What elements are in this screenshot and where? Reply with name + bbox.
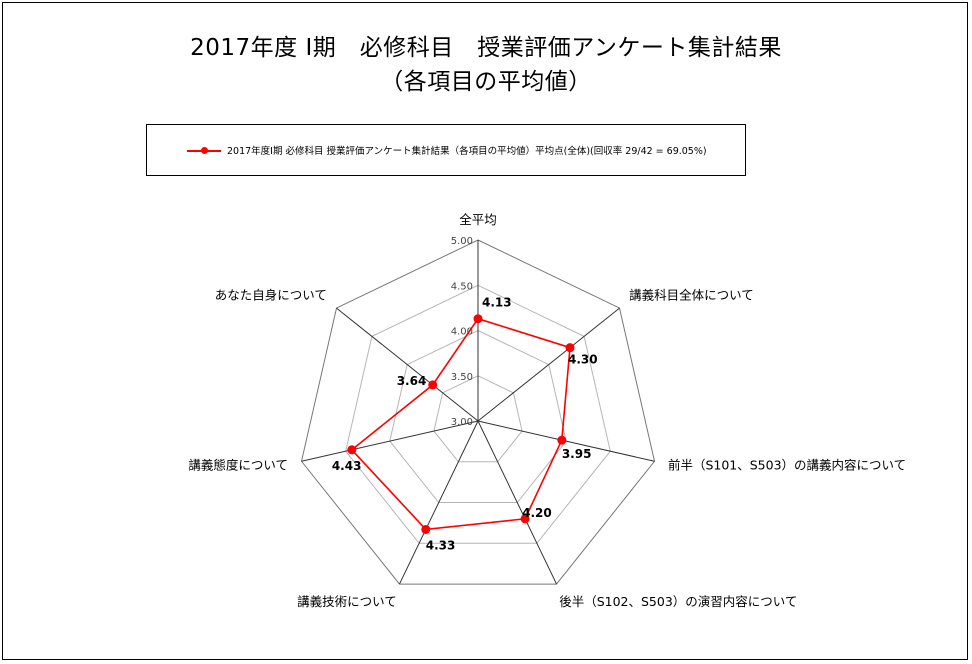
grid-ring [345,284,611,544]
legend: 2017年度I期 必修科目 授業評価アンケート集計結果（各項目の平均値）平均点(… [146,124,746,176]
spoke-line [477,420,557,585]
spoke-line [301,420,479,462]
tick-label: 3.00 [451,417,473,428]
data-label: 4.20 [522,506,552,520]
tick-label: 3.50 [451,372,473,383]
category-label: あなた自身について [215,288,327,303]
tick-label: 5.00 [451,236,473,247]
data-point [565,343,575,353]
category-label: 前半（S101、S503）の講義内容について [668,458,906,473]
spoke-line [399,420,479,585]
chart-title: 2017年度 I期 必修科目 授業評価アンケート集計結果 [190,35,782,61]
data-point [421,524,431,534]
category-label: 後半（S102、S503）の演習内容について [559,594,797,609]
radar-grid [300,239,656,585]
category-label: 講義科目全体について [629,288,754,303]
legend-marker-swatch [201,147,208,154]
spoke-line [477,307,620,422]
data-point [473,314,483,324]
data-label: 4.33 [426,538,456,552]
radar-series [347,314,575,534]
data-point [520,514,530,524]
grid-ring [300,239,656,585]
data-label: 3.64 [397,374,427,388]
radar-category-labels: 全平均講義科目全体について前半（S101、S503）の講義内容について後半（S1… [188,212,906,609]
data-point [557,435,567,445]
grid-ring [433,375,523,463]
data-point [347,445,357,455]
series-line [350,317,571,531]
category-label: 全平均 [459,212,497,227]
legend-series-label: 2017年度I期 必修科目 授業評価アンケート集計結果（各項目の平均値）平均点(… [227,146,707,157]
data-label: 4.43 [332,459,362,473]
data-point [428,380,438,390]
spoke-line [477,420,655,462]
data-label: 4.30 [568,353,598,367]
radar-tick-labels: 3.00 3.50 4.00 4.50 5.00 [451,236,473,428]
radar-data-labels: 4.13 4.30 3.95 4.20 4.33 4.43 3.64 [332,296,598,553]
spoke-line [336,307,479,422]
data-label: 3.95 [562,447,592,461]
tick-label: 4.00 [451,327,473,338]
chart-subtitle: （各項目の平均値） [380,69,592,95]
radar-spokes [301,240,655,585]
category-label: 講義技術について [297,594,397,609]
grid-ring [389,329,567,503]
data-label: 4.13 [482,296,512,310]
category-label: 講義態度について [188,458,288,473]
tick-label: 4.50 [451,281,473,292]
